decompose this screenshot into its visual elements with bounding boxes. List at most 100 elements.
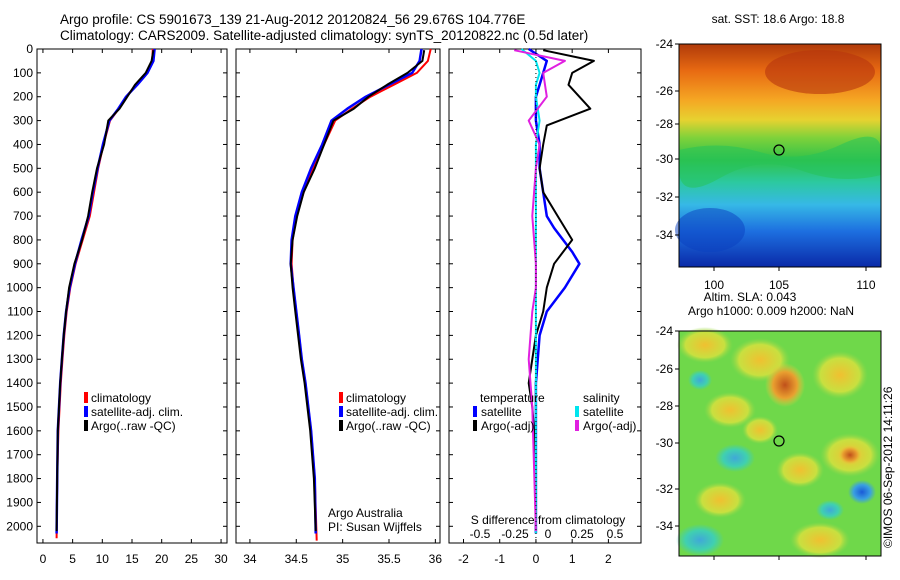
- y-tick-label: 700: [13, 209, 33, 223]
- sla-eddy: [816, 500, 844, 520]
- salinity-frame: [235, 48, 441, 544]
- x-tick-label: 15: [125, 552, 139, 566]
- lat-tick-label: -28: [656, 117, 674, 131]
- sla-eddy: [694, 482, 746, 518]
- x-tick-label: -1: [494, 552, 505, 566]
- legend-temperature-header: temperature: [480, 391, 545, 405]
- x-tick-label: 25: [185, 552, 199, 566]
- sst-front-band: [679, 136, 881, 188]
- legend-swatch: [473, 406, 477, 417]
- argo-position-marker: [773, 144, 785, 156]
- salinity-tick-label: -0.25: [501, 527, 529, 541]
- sla-eddy: [688, 370, 712, 390]
- y-tick-label: 1900: [6, 495, 33, 509]
- sla-map-title-line2: Argo h1000: 0.009 h2000: NaN: [688, 304, 854, 318]
- salinity-tick-label: 0.5: [607, 527, 624, 541]
- lat-tick-label: -28: [656, 399, 674, 413]
- salinity-tick-label: -0.5: [470, 527, 491, 541]
- y-tick-label: 300: [13, 114, 33, 128]
- legend-label: satellite: [481, 405, 522, 419]
- x-tick-label: 20: [155, 552, 169, 566]
- series-line-argo-raw-qc-: [55, 50, 155, 532]
- salinity-tick-label: 0: [545, 527, 552, 541]
- sst-map: sat. SST: 18.6 Argo: 18.8 -24 -26 -28 -30 -32…: [656, 12, 882, 292]
- argo-position-marker: [773, 435, 785, 447]
- legend-swatch: [575, 406, 579, 417]
- x-tick-label: 35: [336, 552, 350, 566]
- x-tick-label: 30: [214, 552, 228, 566]
- legend-label: Argo(-adj): [481, 419, 534, 433]
- legend-swatch: [339, 406, 343, 417]
- sst-warm-core: [765, 50, 875, 94]
- salinity-tick-label: 0.25: [570, 527, 594, 541]
- legend-swatch: [84, 406, 88, 417]
- lat-tick-label: -26: [656, 84, 674, 98]
- legend-swatch: [84, 392, 88, 403]
- x-tick-label: 34.5: [285, 552, 309, 566]
- y-tick-label: 1500: [6, 400, 33, 414]
- salinity-panel: 34 34.5 35 35.5 36 climatologysatellite-adj. …: [235, 48, 442, 566]
- legend-swatch: [473, 420, 477, 431]
- sst-map-title: sat. SST: 18.6 Argo: 18.8: [712, 12, 845, 26]
- lat-tick-label: -24: [656, 324, 674, 338]
- legend-label: satellite-adj. clim.: [346, 405, 438, 419]
- sla-eddy: [765, 363, 805, 407]
- legend-label: Argo(..raw -QC): [91, 419, 176, 433]
- legend-swatch: [84, 420, 88, 431]
- sla-eddy: [742, 416, 778, 444]
- sla-eddy: [676, 524, 724, 556]
- legend-swatch: [339, 420, 343, 431]
- legend-label: Argo(-adj): [583, 419, 636, 433]
- sla-eddy: [704, 392, 756, 428]
- x-tick-label: 1: [569, 552, 576, 566]
- sla-map-title-line1: Altim. SLA: 0.043: [704, 290, 797, 304]
- y-tick-label: 1000: [6, 281, 33, 295]
- lon-tick-label: 110: [856, 278, 875, 292]
- series-line-argo-raw-qc-: [289, 50, 426, 532]
- y-tick-label: 1100: [7, 305, 33, 319]
- legend-label: climatology: [91, 391, 151, 405]
- y-tick-label: 900: [13, 257, 33, 271]
- lon-tick-label: 100: [704, 278, 724, 292]
- lat-tick-label: -30: [656, 436, 674, 450]
- x-tick-label: 0: [533, 552, 540, 566]
- y-tick-label: 1800: [6, 472, 33, 486]
- lat-tick-label: -32: [656, 190, 674, 204]
- y-tick-label: 1600: [6, 424, 33, 438]
- x-tick-label: 0: [40, 552, 47, 566]
- credit-organization: Argo Australia: [328, 506, 403, 520]
- legend-label: satellite-adj. clim.: [91, 405, 183, 419]
- legend-salinity-header: salinity: [583, 391, 620, 405]
- legend-swatch: [575, 420, 579, 431]
- sla-eddy: [715, 444, 755, 472]
- legend-label: satellite: [583, 405, 624, 419]
- y-tick-label: 1700: [6, 448, 33, 462]
- chart-title-line2: Climatology: CARS2009. Satellite-adjuste…: [60, 28, 589, 43]
- x-tick-label: 5: [69, 552, 76, 566]
- x-tick-label: -2: [458, 552, 469, 566]
- sla-eddy: [838, 445, 862, 465]
- sla-eddy: [776, 452, 824, 488]
- series-line-climatology: [55, 48, 154, 539]
- y-tick-label: 0: [26, 42, 33, 56]
- y-tick-label: 400: [13, 137, 33, 151]
- credit-pi: PI: Susan Wijffels: [328, 520, 422, 534]
- lat-tick-label: -34: [656, 228, 674, 242]
- x-tick-label: 34: [243, 552, 257, 566]
- sla-eddy: [790, 522, 850, 558]
- chart-title-line1: Argo profile: CS 5901673_139 21-Aug-2012…: [60, 12, 526, 27]
- lat-tick-label: -32: [656, 482, 674, 496]
- legend-label: Argo(..raw -QC): [346, 419, 431, 433]
- sst-cold-core: [675, 208, 745, 252]
- legend-label: climatology: [346, 391, 406, 405]
- sla-eddy: [812, 351, 868, 399]
- y-tick-label: 2000: [6, 519, 33, 533]
- series-line-salinity-argo-adj-: [513, 49, 566, 532]
- y-tick-label: 600: [13, 185, 33, 199]
- lon-tick-label: 105: [769, 278, 789, 292]
- x-tick-label: 10: [96, 552, 110, 566]
- sst-map-frame: [678, 43, 882, 268]
